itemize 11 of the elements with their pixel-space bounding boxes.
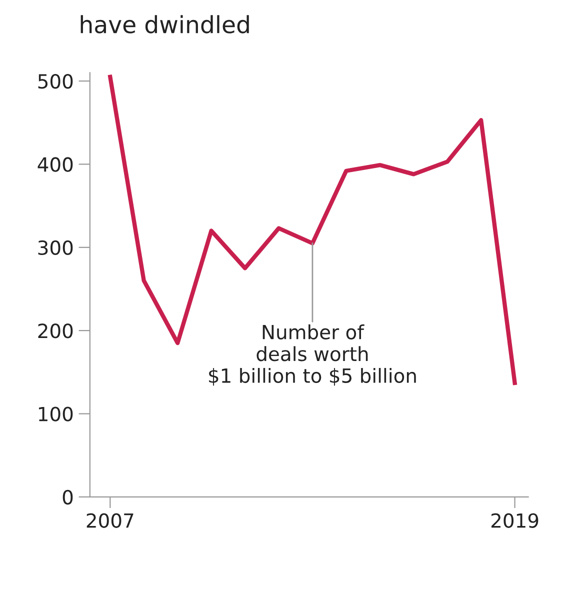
x-tick-label: 2007 bbox=[86, 513, 134, 528]
y-tick-label: 100 bbox=[38, 406, 73, 422]
x-tick-label: 2019 bbox=[491, 513, 538, 528]
y-tick-label: 500 bbox=[38, 74, 73, 89]
y-tick-label: 400 bbox=[38, 157, 73, 172]
y-tick-label: 0 bbox=[62, 490, 73, 505]
y-tick-label: 200 bbox=[38, 324, 73, 338]
chart-title: have dwindled bbox=[80, 15, 249, 34]
annotation: Number of deals worth $1 billion to $5 billion bbox=[209, 324, 416, 386]
line-series bbox=[108, 74, 517, 386]
y-tick-label: 300 bbox=[38, 240, 73, 256]
